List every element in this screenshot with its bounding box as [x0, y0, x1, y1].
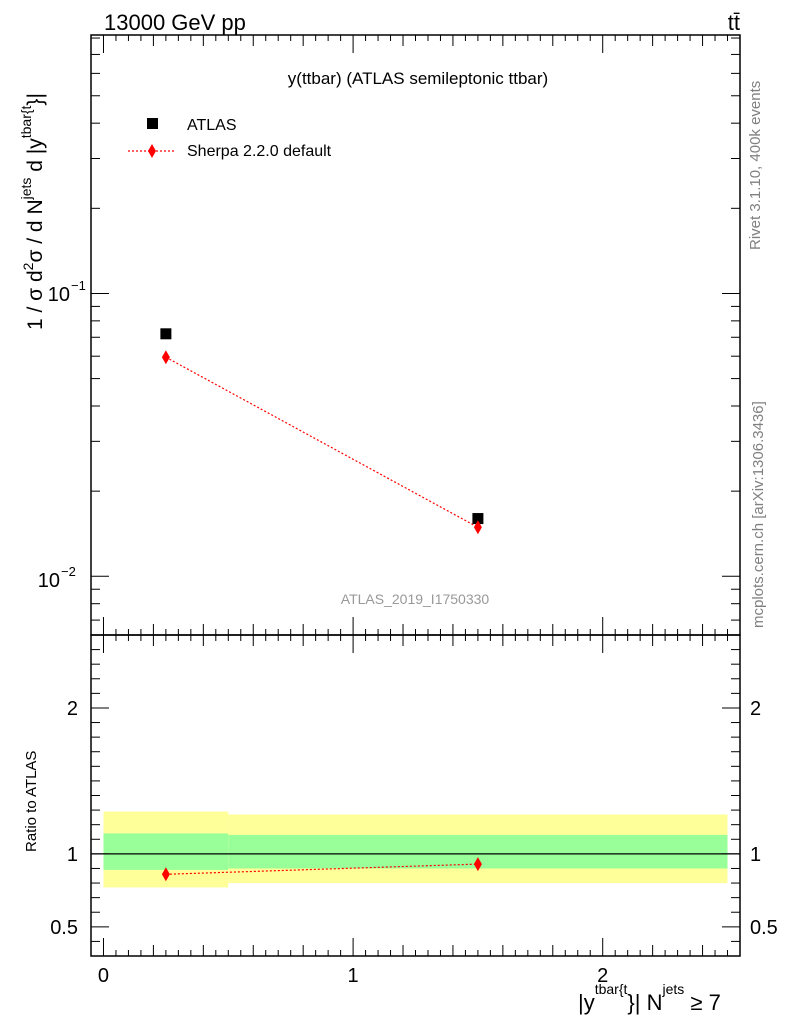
atlas-data-point	[472, 513, 484, 525]
ratio-y-tick-label-right: 2	[750, 698, 761, 720]
x-tick-label: 0	[98, 965, 109, 987]
analysis-watermark: ATLAS_2019_I1750330	[341, 591, 490, 607]
sherpa-data-point	[161, 350, 170, 365]
ylabel-superscript: 2	[20, 262, 36, 270]
ylabel-part: d |y	[24, 138, 47, 178]
x-axis-label: |ytbar{t}| Njets ≥ 7	[578, 981, 721, 1015]
upper-tick-label-0.1: 10 −1	[48, 278, 86, 306]
ylabel-part: }|	[24, 93, 47, 105]
xlabel-part: }| N	[627, 990, 662, 1015]
plot-title: y(ttbar) (ATLAS semileptonic ttbar)	[288, 69, 548, 88]
ylabel-part: σ / d N	[24, 199, 47, 262]
ratio-y-tick-label-right: 1	[750, 844, 761, 866]
sherpa-ratio-point	[161, 867, 170, 882]
upper-panel: y(ttbar) (ATLAS semileptonic ttbar) ATLA…	[18, 34, 741, 636]
ratio-y-axis-label: Ratio to ATLAS	[23, 751, 40, 852]
ratio-frame	[90, 634, 741, 957]
rivet-version-label: Rivet 3.1.10, 400k events	[747, 81, 764, 250]
legend-sherpa-label: Sherpa 2.2.0 default	[187, 143, 332, 160]
legend-sherpa-marker	[148, 144, 156, 158]
upper-tick-label-0.01: 10 −2	[38, 564, 76, 592]
atlas-data-point	[160, 328, 172, 340]
sherpa-data-point	[473, 520, 482, 535]
x-tick-label: 2	[597, 965, 608, 987]
tick-base: 10	[48, 284, 70, 306]
tick-exponent: −1	[71, 278, 86, 293]
header-process-label: tt̄	[728, 10, 740, 35]
mcplots-reference-label: mcplots.cern.ch [arXiv:1306.3436]	[750, 401, 767, 628]
legend: ATLAS Sherpa 2.2.0 default	[128, 117, 332, 160]
ylabel-superscript: jets	[18, 178, 34, 201]
legend-atlas-label: ATLAS	[187, 117, 237, 134]
ratio-y-tick-label-left: 2	[67, 698, 78, 720]
header-energy-label: 13000 GeV pp	[104, 10, 246, 35]
ratio-axis-ticks: 0 1 2 0.5 0.5 1 1 2 2	[50, 634, 778, 987]
tick-base: 10	[38, 570, 60, 592]
sherpa-line	[165, 356, 479, 528]
upper-axis-ticks	[91, 35, 740, 635]
legend-atlas-marker	[147, 118, 158, 129]
tick-exponent: −2	[61, 564, 76, 579]
ratio-y-tick-label-right: 0.5	[750, 917, 778, 939]
ratio-data-layer	[161, 857, 482, 882]
ratio-y-tick-label-left: 0.5	[50, 917, 78, 939]
ratio-stat-uncertainty-band	[103, 833, 229, 870]
xlabel-part: |y	[578, 990, 595, 1015]
sherpa-ratio-point	[473, 857, 482, 872]
ylabel-superscript: tbar{t	[18, 105, 34, 138]
ratio-y-tick-label-left: 1	[67, 844, 78, 866]
upper-data-layer	[160, 328, 484, 535]
xlabel-superscript: tbar{t	[595, 981, 628, 997]
sherpa-ratio-line	[165, 863, 478, 875]
upper-y-axis-label: 1 / σ d2σ / d Njets d |ytbar{t}|	[18, 93, 47, 330]
x-tick-label: 1	[348, 965, 359, 987]
ylabel-part: 1 / σ d	[24, 270, 47, 330]
xlabel-superscript: jets	[661, 981, 684, 997]
ratio-panel: 0 1 2 0.5 0.5 1 1 2 2 Ratio to ATLAS |ytbar{t}| …	[23, 634, 778, 1015]
xlabel-part: ≥ 7	[684, 990, 721, 1015]
ratio-bands	[91, 811, 740, 888]
